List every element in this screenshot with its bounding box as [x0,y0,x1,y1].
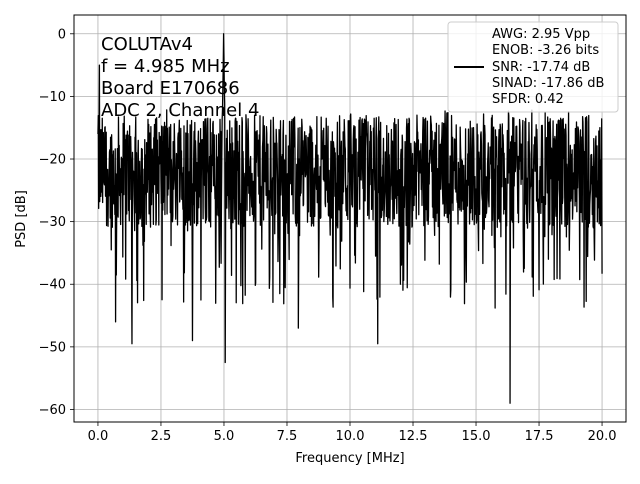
x-tick-label: 0.0 [88,429,109,444]
legend-box [447,21,619,113]
y-tick-label: −10 [39,90,66,105]
x-tick-label: 5.0 [214,429,235,444]
annotation-board: Board E170686 [101,78,240,99]
y-tick-label: −20 [39,153,66,168]
x-tick-label: 7.5 [277,429,298,444]
y-axis: 0 −10 −20 −30 −40 −50 −60 [39,27,74,418]
legend-sinad: SINAD: -17.86 dB [492,76,604,91]
y-tick-label: −60 [39,403,66,418]
y-tick-label: −40 [39,278,66,293]
series-layer [97,33,603,404]
x-tick-label: 2.5 [151,429,172,444]
y-tick-label: −30 [39,215,66,230]
y-tick-label: −50 [39,340,66,355]
y-tick-label: 0 [58,27,66,42]
annotation-frequency: f = 4.985 MHz [101,56,230,77]
x-tick-label: 20.0 [588,429,617,444]
x-tick-label: 17.5 [525,429,554,444]
legend-enob: ENOB: -3.26 bits [492,43,599,58]
y-axis-label: PSD [dB] [14,190,29,248]
legend-sfdr: SFDR: 0.42 [492,92,564,107]
x-axis-label: Frequency [MHz] [295,451,404,466]
x-tick-label: 10.0 [336,429,365,444]
x-axis: 0.0 2.5 5.0 7.5 10.0 12.5 15.0 17.5 20.0 [88,422,617,444]
x-tick-label: 12.5 [399,429,428,444]
psd-series-line [97,33,603,404]
x-tick-label: 15.0 [462,429,491,444]
annotation-chip: COLUTAv4 [101,34,193,55]
legend-awg: AWG: 2.95 Vpp [492,27,590,42]
legend-snr: SNR: -17.74 dB [492,60,590,75]
annotation-block: COLUTAv4 f = 4.985 MHz Board E170686 ADC… [101,34,259,121]
annotation-channel: ADC 2, Channel 4 [101,100,259,121]
legend: AWG: 2.95 Vpp ENOB: -3.26 bits SNR: -17.… [447,21,619,113]
